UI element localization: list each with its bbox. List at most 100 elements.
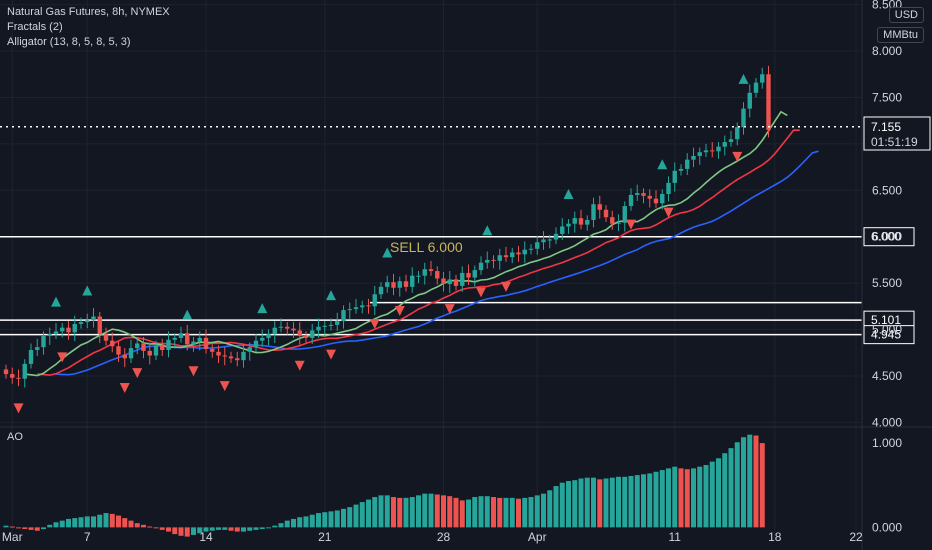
ao-bar <box>603 478 609 528</box>
ao-bar <box>272 525 278 528</box>
candle-body <box>553 233 559 240</box>
ao-bar <box>753 435 759 528</box>
ao-bar <box>153 527 159 529</box>
alligator-lips-line <box>24 110 788 377</box>
fractal-down-marker <box>394 305 405 316</box>
currency-button[interactable]: USD <box>888 7 924 23</box>
candle-body <box>203 337 209 350</box>
ao-bar <box>122 518 128 528</box>
candle-body <box>391 282 396 288</box>
ao-bar <box>259 527 265 530</box>
ao-bar <box>128 520 134 528</box>
ao-bar <box>716 458 721 528</box>
candle-body <box>560 226 565 234</box>
chart-legend[interactable]: Natural Gas Futures, 8h, NYMEX Fractals … <box>7 5 170 50</box>
candle-body <box>491 259 496 261</box>
candle-body <box>385 282 390 287</box>
last-price-label: 7.155 01:51:19 <box>863 116 931 151</box>
ao-bar <box>659 470 665 528</box>
ao-bar <box>47 524 53 528</box>
time-axis[interactable]: Mar 7 14 21 28 Apr 11 18 22 <box>2 530 863 544</box>
ao-bar <box>16 527 21 529</box>
ao-bar <box>459 500 465 528</box>
ao-bar <box>9 526 15 528</box>
price-axis[interactable]: 4.0004.5005.0005.5006.0006.5007.0007.500… <box>872 0 902 429</box>
candle-body <box>241 351 246 361</box>
ao-bar <box>653 471 659 528</box>
ao-bar <box>28 527 34 530</box>
ao-bar <box>447 496 453 528</box>
candles <box>3 65 771 388</box>
time-tick-label: 28 <box>437 530 451 544</box>
ao-bar <box>572 480 578 528</box>
ao-bar <box>647 473 653 528</box>
ao-bar <box>672 466 678 528</box>
ao-bar <box>741 437 746 528</box>
ao-bar <box>641 474 646 528</box>
candle-body <box>72 323 77 333</box>
fractal-down-marker <box>219 381 230 392</box>
candle-body <box>466 272 471 278</box>
price-tick-label: 7.500 <box>872 90 902 104</box>
candle-body <box>166 339 171 350</box>
alligator-teeth-line <box>37 129 800 376</box>
fractal-down-marker <box>501 281 511 292</box>
ao-bar <box>628 475 634 528</box>
ao-bar <box>253 527 259 530</box>
price-tick-label: 5.500 <box>872 276 902 290</box>
candle-body <box>122 354 127 359</box>
alligator-indicator-label[interactable]: Alligator (13, 8, 5, 8, 5, 3) <box>7 36 131 48</box>
candle-body <box>60 327 65 332</box>
ao-bar <box>53 522 59 528</box>
ao-bar <box>472 497 478 528</box>
ao-bar <box>634 475 640 528</box>
candle-body <box>610 217 615 224</box>
candle-body <box>116 346 121 355</box>
ao-bar <box>347 507 353 528</box>
ao-bar <box>41 527 46 530</box>
sell-annotation[interactable]: SELL 6.000 <box>390 239 463 255</box>
candle-body <box>22 363 27 379</box>
level-label: 4.945 <box>871 328 901 342</box>
candle-body <box>641 193 646 196</box>
candle-body <box>97 316 102 335</box>
ao-bar <box>216 527 221 530</box>
candle-body <box>16 377 21 379</box>
ao-bar <box>278 523 284 528</box>
price-tick-label: 8.000 <box>872 44 902 58</box>
ao-bar <box>366 499 371 528</box>
ao-bar <box>97 514 103 528</box>
candle-body <box>310 330 315 338</box>
candle-body <box>503 255 509 258</box>
ao-bar <box>78 517 84 528</box>
unit-button[interactable]: MMBtu <box>877 27 924 43</box>
ao-bar <box>228 527 234 531</box>
candle-body <box>691 155 696 160</box>
candle-body <box>228 356 234 359</box>
symbol-title[interactable]: Natural Gas Futures, 8h, NYMEX <box>7 6 170 18</box>
candle-body <box>322 325 327 327</box>
candle-body <box>347 309 352 311</box>
level-label-box <box>863 325 915 345</box>
fractals-indicator-label[interactable]: Fractals (2) <box>7 21 63 33</box>
last-price-value: 7.155 <box>871 120 901 134</box>
candle-body <box>378 286 384 295</box>
candle-body <box>266 334 271 338</box>
ao-bar <box>209 527 215 531</box>
fractal-down-marker <box>626 219 636 230</box>
candle-body <box>747 92 752 109</box>
candle-body <box>197 337 202 342</box>
candle-body <box>516 252 521 255</box>
ao-bar <box>616 476 621 528</box>
ao-bar <box>372 497 378 528</box>
ao-tick-label: 0.000 <box>872 520 902 534</box>
ao-bar <box>497 497 503 528</box>
fractal-up-marker <box>738 73 749 84</box>
ao-axis: 0.000 1.000 <box>872 436 902 534</box>
candle-body <box>660 194 665 204</box>
candle-body <box>272 327 277 335</box>
time-tick-label: 18 <box>768 530 782 544</box>
candle-body <box>716 146 721 152</box>
